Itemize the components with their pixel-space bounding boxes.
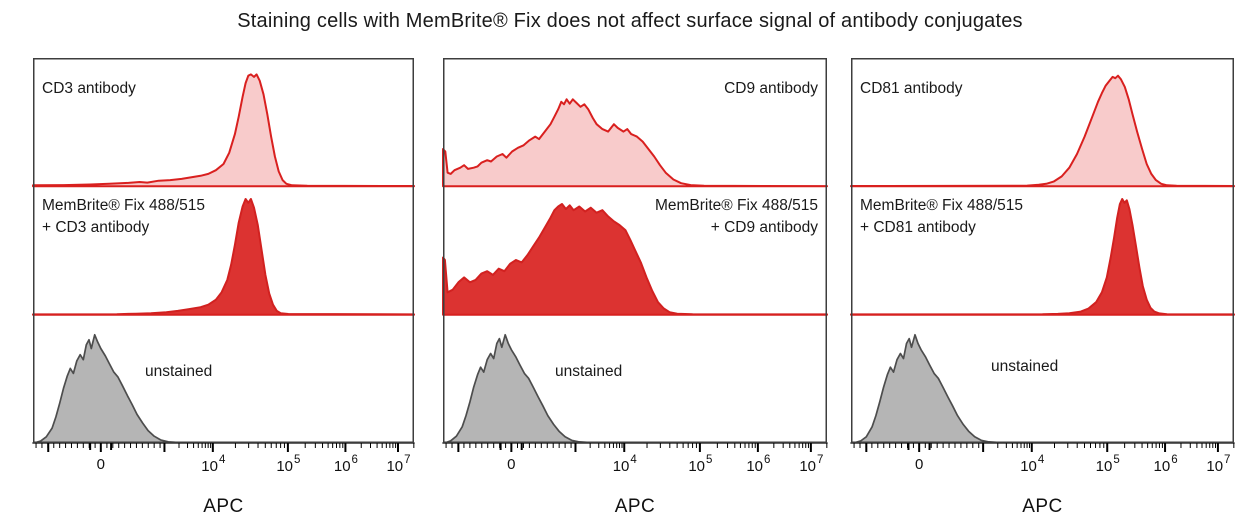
histogram-curve-cd81-row1 bbox=[850, 74, 1235, 188]
x-tick-label: 106 bbox=[333, 454, 358, 475]
x-tick-label: 104 bbox=[201, 454, 226, 475]
plot-frame bbox=[33, 58, 414, 443]
x-tick-label: 0 bbox=[507, 456, 516, 473]
plot-frame bbox=[443, 58, 827, 443]
x-tick-label: 106 bbox=[746, 454, 771, 475]
x-tick-exponent: 4 bbox=[1037, 454, 1045, 466]
x-tick-label: 104 bbox=[612, 454, 637, 475]
histogram-curve-cd3-row3 bbox=[32, 333, 415, 444]
x-tick-label: 105 bbox=[276, 454, 301, 475]
figure-title: Staining cells with MemBrite® Fix does n… bbox=[237, 10, 1023, 32]
panel-cd3: CD3 antibody MemBrite® Fix 488/515 + CD3… bbox=[32, 58, 415, 518]
x-tick-exponent: 5 bbox=[1113, 454, 1120, 466]
histogram-plot-cd3 bbox=[32, 58, 415, 452]
x-tick-exponent: 6 bbox=[1171, 454, 1178, 466]
histogram-plot-cd9 bbox=[442, 58, 828, 452]
x-axis-tick-labels: 0 104 105 106 107 bbox=[443, 454, 827, 482]
x-tick-exponent: 7 bbox=[1224, 454, 1231, 466]
x-tick-label: 107 bbox=[1206, 454, 1231, 475]
histogram-label-cd9-antibody: CD9 antibody bbox=[724, 80, 818, 97]
histogram-curve-cd9-row2 bbox=[442, 203, 828, 316]
histogram-label-membrite-cd9: MemBrite® Fix 488/515 + CD9 antibody bbox=[654, 197, 818, 236]
x-tick-label: 106 bbox=[1153, 454, 1178, 475]
x-tick-label: 104 bbox=[1020, 454, 1045, 475]
x-tick-label: 105 bbox=[688, 454, 713, 475]
x-tick-exponent: 6 bbox=[764, 454, 771, 466]
x-tick-label: 0 bbox=[96, 456, 105, 473]
histogram-label-membrite-cd81: MemBrite® Fix 488/515 + CD81 antibody bbox=[860, 197, 1024, 236]
x-axis-tick-labels: 0 104 105 106 107 bbox=[33, 454, 414, 482]
histogram-label-cd3-antibody: CD3 antibody bbox=[42, 80, 136, 97]
panel-cd81: CD81 antibody MemBrite® Fix 488/515 + CD… bbox=[850, 58, 1235, 518]
plot-frame bbox=[851, 58, 1234, 443]
x-tick-label: 107 bbox=[386, 454, 411, 475]
histogram-curve-cd3-row1 bbox=[32, 73, 415, 188]
x-axis-title: APC bbox=[614, 496, 656, 517]
x-tick-exponent: 5 bbox=[294, 454, 301, 466]
histogram-curve-cd9-row3 bbox=[442, 333, 828, 444]
histogram-plot-cd81 bbox=[850, 58, 1235, 452]
histogram-label-unstained: unstained bbox=[145, 363, 213, 380]
x-tick-exponent: 4 bbox=[630, 454, 637, 466]
x-tick-exponent: 6 bbox=[351, 454, 358, 466]
histogram-curve-cd81-row2 bbox=[850, 198, 1235, 316]
histogram-label-unstained: unstained bbox=[991, 358, 1059, 375]
x-tick-label: 0 bbox=[915, 456, 924, 473]
x-axis-title: APC bbox=[203, 496, 244, 517]
x-tick-exponent: 4 bbox=[218, 454, 226, 466]
histogram-label-membrite-cd3: MemBrite® Fix 488/515 + CD3 antibody bbox=[42, 197, 206, 236]
histogram-label-unstained: unstained bbox=[555, 363, 623, 380]
x-tick-label: 107 bbox=[799, 454, 824, 475]
x-tick-exponent: 7 bbox=[404, 454, 411, 466]
histogram-curve-cd3-row2 bbox=[32, 198, 415, 316]
panel-cd9: CD9 antibody MemBrite® Fix 488/515 + CD9… bbox=[442, 58, 828, 518]
x-tick-exponent: 5 bbox=[706, 454, 713, 466]
x-tick-label: 105 bbox=[1095, 454, 1120, 475]
x-axis-title: APC bbox=[1022, 496, 1063, 517]
histogram-curve-cd81-row3 bbox=[850, 333, 1235, 444]
x-tick-exponent: 7 bbox=[817, 454, 824, 466]
histogram-label-cd81-antibody: CD81 antibody bbox=[860, 80, 963, 97]
x-axis-tick-labels: 0 104 105 106 107 bbox=[851, 454, 1234, 482]
histogram-curve-cd9-row1 bbox=[442, 98, 828, 188]
